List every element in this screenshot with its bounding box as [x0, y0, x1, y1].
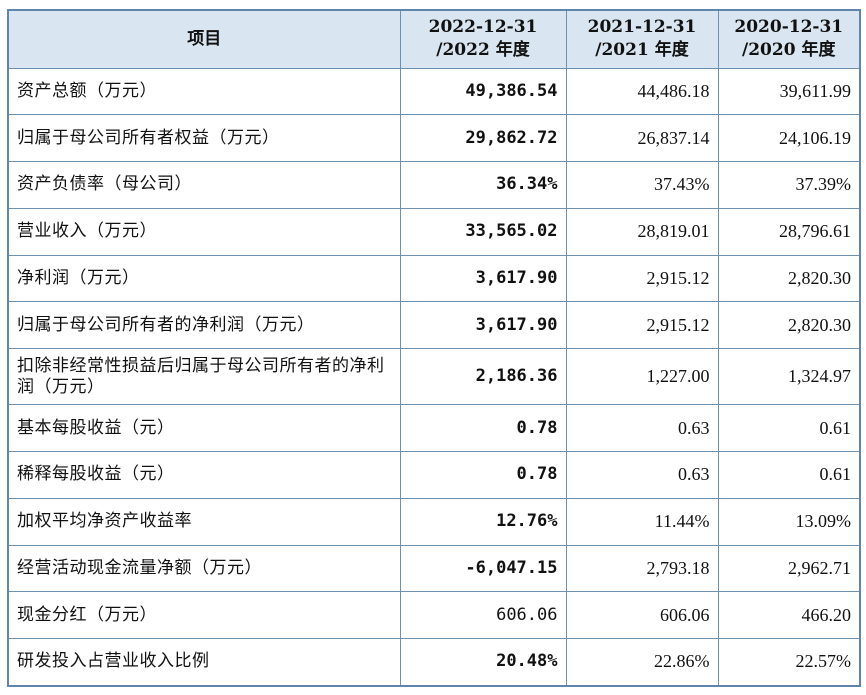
value-2022: 12.76%: [399, 497, 567, 546]
value-2021: 37.43%: [565, 161, 719, 209]
header-2022: 2022-12-31 /2022 年度: [399, 9, 567, 69]
table-row: 归属于母公司所有者的净利润（万元） 3,617.90 2,915.12 2,82…: [7, 301, 861, 350]
row-label: 资产负债率（母公司）: [7, 161, 401, 209]
table-row: 资产负债率（母公司） 36.34% 37.43% 37.39%: [7, 161, 861, 209]
row-label: 加权平均净资产收益率: [7, 497, 401, 546]
table-row: 归属于母公司所有者权益（万元） 29,862.72 26,837.14 24,1…: [7, 114, 861, 163]
value-2020: 466.20: [717, 591, 861, 640]
header-2021: 2021-12-31 /2021 年度: [565, 9, 719, 69]
value-2021: 44,486.18: [565, 67, 719, 116]
row-label: 净利润（万元）: [7, 254, 401, 303]
financial-data-table: 项目 2022-12-31 /2022 年度 2021-12-31 /2021 …: [7, 9, 861, 687]
table-row: 稀释每股收益（元） 0.78 0.63 0.61: [7, 451, 861, 499]
value-2020: 0.61: [717, 404, 861, 453]
value-2020: 22.57%: [717, 638, 861, 687]
value-2020: 13.09%: [717, 497, 861, 546]
table-row: 加权平均净资产收益率 12.76% 11.44% 13.09%: [7, 497, 861, 546]
row-label: 资产总额（万元）: [7, 67, 401, 116]
header-item: 项目: [7, 9, 401, 69]
value-2020: 28,796.61: [717, 207, 861, 256]
value-2022: 0.78: [399, 404, 567, 453]
table-row: 现金分红（万元） 606.06 606.06 466.20: [7, 591, 861, 640]
value-2022: 29,862.72: [399, 114, 567, 163]
header-2020-year: /2020 年度: [742, 40, 836, 61]
row-label: 归属于母公司所有者的净利润（万元）: [7, 301, 401, 350]
value-2021: 28,819.01: [565, 207, 719, 256]
value-2022: 0.78: [399, 451, 567, 499]
row-label: 研发投入占营业收入比例: [7, 638, 401, 687]
value-2020: 39,611.99: [717, 67, 861, 116]
header-2022-date: 2022-12-31: [428, 17, 538, 38]
table-row: 经营活动现金流量净额（万元） -6,047.15 2,793.18 2,962.…: [7, 544, 861, 593]
row-label: 归属于母公司所有者权益（万元）: [7, 114, 401, 163]
value-2021: 2,915.12: [565, 254, 719, 303]
header-2020-date: 2020-12-31: [734, 17, 844, 38]
value-2022: 49,386.54: [399, 67, 567, 116]
value-2022: 3,617.90: [399, 301, 567, 350]
value-2022: 606.06: [399, 591, 567, 640]
value-2020: 37.39%: [717, 161, 861, 209]
value-2020: 2,962.71: [717, 544, 861, 593]
value-2021: 11.44%: [565, 497, 719, 546]
value-2021: 606.06: [565, 591, 719, 640]
value-2021: 2,915.12: [565, 301, 719, 350]
value-2021: 22.86%: [565, 638, 719, 687]
table-row: 研发投入占营业收入比例 20.48% 22.86% 22.57%: [7, 638, 861, 687]
header-2022-year: /2022 年度: [436, 40, 530, 61]
row-label: 现金分红（万元）: [7, 591, 401, 640]
table-row: 净利润（万元） 3,617.90 2,915.12 2,820.30: [7, 254, 861, 303]
header-2021-year: /2021 年度: [595, 40, 689, 61]
row-label: 经营活动现金流量净额（万元）: [7, 544, 401, 593]
value-2022: 20.48%: [399, 638, 567, 687]
table-row: 营业收入（万元） 33,565.02 28,819.01 28,796.61: [7, 207, 861, 256]
value-2021: 2,793.18: [565, 544, 719, 593]
value-2020: 2,820.30: [717, 254, 861, 303]
value-2020: 2,820.30: [717, 301, 861, 350]
row-label: 扣除非经常性损益后归属于母公司所有者的净利润（万元）: [7, 348, 401, 406]
row-label: 基本每股收益（元）: [7, 404, 401, 453]
table-row: 资产总额（万元） 49,386.54 44,486.18 39,611.99: [7, 67, 861, 116]
value-2022: -6,047.15: [399, 544, 567, 593]
table-header-row: 项目 2022-12-31 /2022 年度 2021-12-31 /2021 …: [7, 9, 861, 69]
value-2021: 0.63: [565, 451, 719, 499]
value-2020: 1,324.97: [717, 348, 861, 406]
value-2022: 36.34%: [399, 161, 567, 209]
financial-table-container: 项目 2022-12-31 /2022 年度 2021-12-31 /2021 …: [7, 9, 861, 688]
value-2022: 3,617.90: [399, 254, 567, 303]
value-2021: 1,227.00: [565, 348, 719, 406]
value-2020: 24,106.19: [717, 114, 861, 163]
value-2021: 26,837.14: [565, 114, 719, 163]
table-row: 扣除非经常性损益后归属于母公司所有者的净利润（万元） 2,186.36 1,22…: [7, 348, 861, 406]
value-2020: 0.61: [717, 451, 861, 499]
header-2020: 2020-12-31 /2020 年度: [717, 9, 861, 69]
row-label: 稀释每股收益（元）: [7, 451, 401, 499]
table-row: 基本每股收益（元） 0.78 0.63 0.61: [7, 404, 861, 453]
value-2022: 2,186.36: [399, 348, 567, 406]
value-2021: 0.63: [565, 404, 719, 453]
row-label: 营业收入（万元）: [7, 207, 401, 256]
header-2021-date: 2021-12-31: [587, 17, 697, 38]
value-2022: 33,565.02: [399, 207, 567, 256]
